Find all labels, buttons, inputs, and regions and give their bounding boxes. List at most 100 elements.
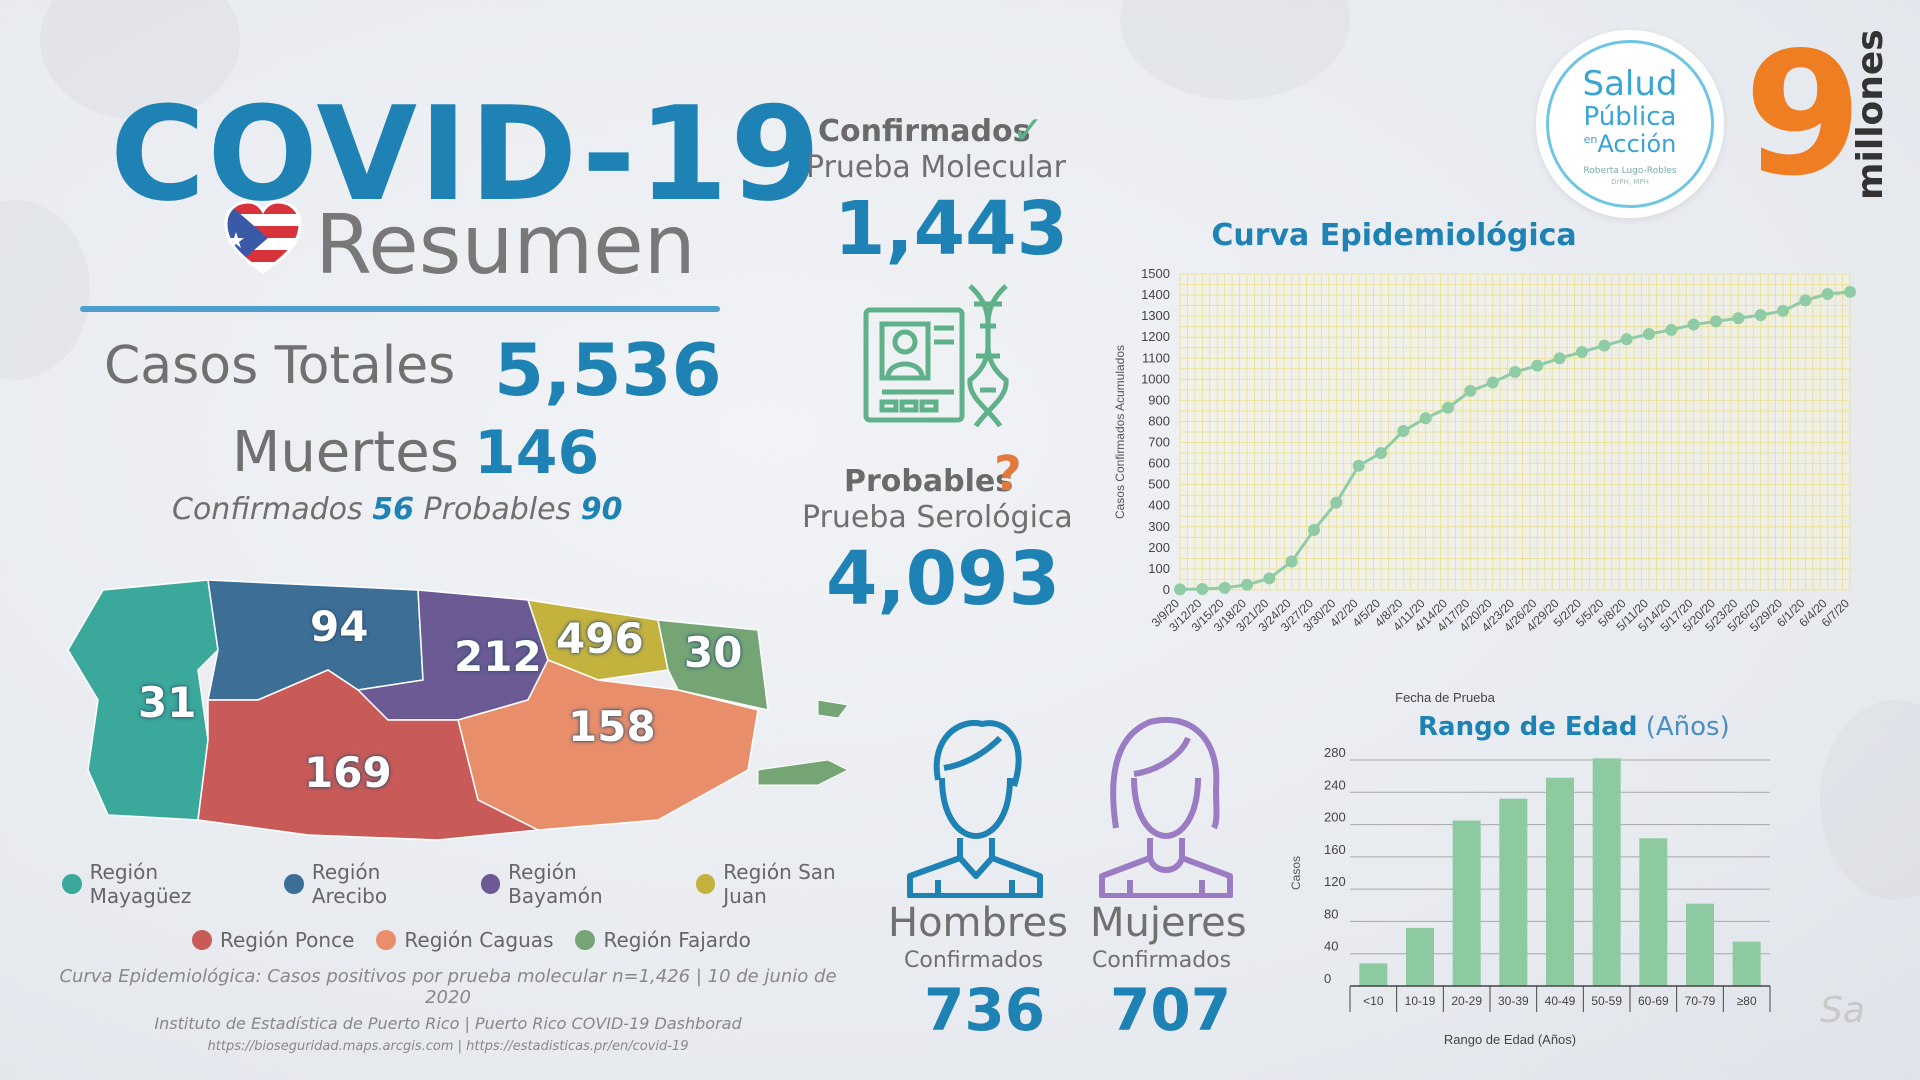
data-point — [1754, 309, 1767, 322]
check-icon: ✓ — [1012, 108, 1044, 152]
deaths-confirmed-value: 56 — [372, 492, 414, 527]
data-point — [1531, 359, 1544, 372]
data-point — [1464, 384, 1477, 397]
deaths-probable-label: Probables — [423, 492, 572, 527]
logo-text-small: en — [1583, 133, 1598, 146]
data-point — [1308, 523, 1320, 536]
y-tick-label: 240 — [1324, 777, 1346, 792]
bar — [1359, 963, 1388, 986]
map-legend: Región Mayagüez Región Arecibo Región Ba… — [62, 860, 882, 972]
x-axis-label: Rango de Edad (Años) — [1444, 1032, 1576, 1047]
men-value: 736 — [924, 976, 1046, 1044]
legend-dot — [376, 930, 397, 950]
y-tick-label: 1500 — [1141, 266, 1170, 281]
data-point — [1419, 412, 1432, 425]
legend-label: Región Caguas — [404, 928, 554, 952]
data-point — [1777, 304, 1789, 317]
legend-dot — [192, 930, 212, 950]
legend-label: Región Mayagüez — [89, 860, 192, 908]
legend-label: Región Ponce — [220, 928, 355, 952]
y-tick-label: 1400 — [1141, 287, 1170, 302]
data-point — [1643, 328, 1655, 341]
legend-item-ponce: Región Ponce — [192, 928, 354, 952]
age-chart-title-suffix: (Años) — [1645, 712, 1730, 742]
y-tick-label: 200 — [1148, 540, 1170, 555]
legend-label: Región Fajardo — [603, 928, 751, 952]
data-point — [1598, 339, 1611, 352]
serological-test-label: Prueba Serológica — [802, 500, 1073, 535]
y-tick-label: 500 — [1148, 477, 1170, 492]
logo-text: enAcción — [1536, 130, 1724, 158]
bar — [1546, 777, 1574, 986]
logo-ring — [1546, 40, 1714, 208]
x-tick-label: 40-49 — [1545, 994, 1576, 1008]
deaths-label: Muertes — [232, 420, 459, 485]
legend-dot — [480, 874, 501, 894]
total-cases-value: 5,536 — [494, 328, 722, 412]
legend-item-fajardo: Región Fajardo — [575, 928, 751, 952]
confirmed-tests-label: Confirmados — [818, 114, 1031, 149]
legend-item-caguas: Región Caguas — [376, 928, 553, 952]
data-point — [1486, 376, 1499, 389]
data-point — [1732, 312, 1745, 325]
x-tick-label: <10 — [1363, 994, 1384, 1008]
molecular-test-label: Prueba Molecular — [806, 150, 1066, 185]
data-point — [1352, 459, 1365, 472]
y-tick-label: 900 — [1148, 392, 1170, 407]
data-point — [1576, 345, 1588, 358]
total-cases-label: Casos Totales — [104, 336, 456, 396]
data-point — [1687, 318, 1700, 331]
y-tick-label: 160 — [1324, 842, 1346, 857]
women-value: 707 — [1110, 976, 1232, 1044]
data-point — [1397, 424, 1410, 437]
region-culebra-shape — [817, 699, 848, 719]
data-point — [1620, 333, 1633, 346]
map-value-sanjuan: 496 — [556, 614, 644, 663]
region-fajardo-shape — [657, 619, 769, 711]
y-tick-label: 1000 — [1141, 371, 1170, 386]
y-tick-label: 1100 — [1142, 350, 1170, 365]
footer-source: Instituto de Estadística de Puerto Rico … — [154, 1014, 742, 1033]
data-point — [1285, 555, 1298, 568]
bar — [1499, 798, 1528, 986]
x-tick-label: ≥80 — [1737, 994, 1757, 1008]
y-tick-label: 800 — [1148, 413, 1170, 428]
map-value-fajardo: 30 — [684, 628, 743, 677]
data-point — [1442, 401, 1454, 414]
bar — [1686, 903, 1714, 986]
data-point — [1844, 285, 1856, 298]
legend-label: Región San Juan — [723, 860, 836, 908]
bar — [1406, 927, 1434, 986]
source-footer: Curva Epidemiológica: Casos positivos po… — [48, 966, 848, 1054]
age-range-chart: 0 40 80 120 160 200 240 280 <10 10-19 20-29 30-39 40… — [1289, 746, 1771, 1047]
bar — [1732, 941, 1761, 986]
y-tick-label: 0 — [1324, 971, 1331, 986]
x-tick-label: 50-59 — [1591, 994, 1622, 1008]
data-point — [1375, 447, 1387, 460]
women-sublabel: Confirmados — [1092, 948, 1232, 973]
lab-report-dna-icon — [863, 284, 1009, 428]
molecular-test-value: 1,443 — [834, 186, 1069, 272]
data-point — [1710, 315, 1722, 328]
logo-text: Salud — [1582, 64, 1678, 104]
epi-curve-title: Curva Epidemiológica — [1211, 218, 1577, 253]
legend-dot — [575, 930, 596, 950]
deaths-probable-value: 90 — [580, 492, 623, 527]
region-sanjuan-shape — [526, 599, 669, 681]
page-title: COVID-19 — [110, 78, 823, 230]
bar — [1452, 820, 1481, 986]
y-tick-label: 700 — [1148, 435, 1170, 450]
legend-row: Región Mayagüez Región Arecibo Región Ba… — [62, 860, 882, 908]
page-subtitle: Resumen — [315, 198, 696, 293]
data-point — [1665, 323, 1678, 336]
serological-test-value: 4,093 — [826, 536, 1061, 622]
signature: Sa — [1820, 990, 1865, 1031]
age-chart-title: Rango de Edad (Años) — [1418, 712, 1818, 742]
x-tick-label: 20-29 — [1451, 994, 1482, 1008]
deaths-breakdown: Confirmados 56 Probables 90 — [172, 492, 622, 527]
data-point — [1821, 288, 1834, 301]
legend-dot — [284, 874, 304, 894]
y-tick-label: 400 — [1148, 498, 1170, 513]
y-tick-label: 0 — [1163, 582, 1170, 597]
logo-text: Pública — [1583, 102, 1677, 132]
